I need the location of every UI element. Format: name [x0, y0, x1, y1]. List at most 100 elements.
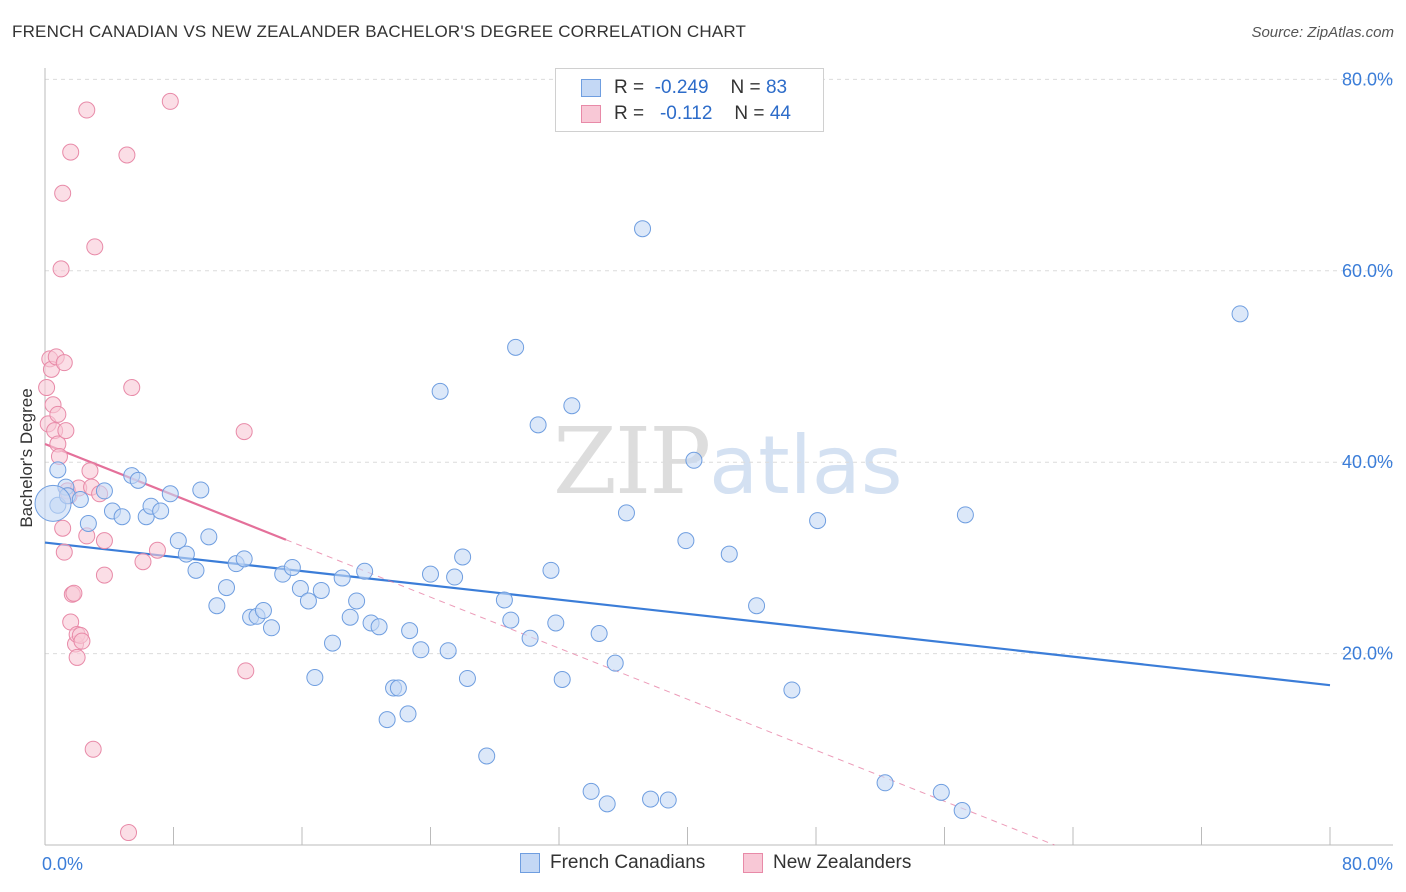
point-french-canadians [71, 491, 89, 509]
point-french-canadians [598, 795, 616, 813]
point-french-canadians [169, 532, 187, 550]
point-new-zealanders [86, 238, 104, 256]
point-new-zealanders [161, 92, 179, 110]
point-french-canadians [389, 679, 407, 697]
legend-n-label: N = [734, 103, 765, 124]
point-french-canadians [177, 545, 195, 563]
point-french-canadians [192, 481, 210, 499]
legend-n-label: N = [730, 77, 761, 98]
point-french-canadians [356, 562, 374, 580]
point-french-canadians [553, 670, 571, 688]
point-french-canadians [113, 508, 131, 526]
point-french-canadians [677, 532, 695, 550]
point-french-canadians [401, 622, 419, 640]
point-new-zealanders [81, 462, 99, 480]
point-new-zealanders [57, 422, 75, 440]
point-french-canadians [333, 569, 351, 587]
legend-r-value: -0.112 [659, 103, 713, 124]
point-new-zealanders [62, 143, 80, 161]
point-french-canadians [446, 568, 464, 586]
point-french-canadians [95, 482, 113, 500]
point-french-canadians [129, 471, 147, 489]
bottom-legend-swatch-blue [520, 853, 540, 873]
point-french-canadians [953, 802, 971, 820]
legend-n-value: 83 [765, 77, 788, 98]
point-new-zealanders [65, 584, 83, 602]
point-new-zealanders [54, 519, 72, 537]
point-new-zealanders [73, 632, 91, 650]
point-new-zealanders [68, 648, 86, 666]
point-french-canadians [378, 711, 396, 729]
point-french-canadians [79, 514, 97, 532]
point-french-canadians [283, 558, 301, 576]
gridlines [45, 78, 1393, 655]
x-tick-label: 80.0% [1342, 854, 1393, 874]
point-french-canadians [659, 791, 677, 809]
point-french-canadians [748, 597, 766, 615]
point-french-canadians [606, 654, 624, 672]
point-french-canadians [439, 642, 457, 660]
point-french-canadians [495, 591, 513, 609]
point-french-canadians [521, 629, 539, 647]
point-new-zealanders [78, 101, 96, 119]
point-french-canadians [529, 416, 547, 434]
point-french-canadians [262, 619, 280, 637]
point-french-canadians [161, 485, 179, 503]
legend-r-value: -0.249 [654, 77, 709, 98]
point-french-canadians [341, 608, 359, 626]
point-new-zealanders [84, 740, 102, 758]
point-french-canadians [399, 705, 417, 723]
bottom-legend-label: New Zealanders [773, 852, 912, 873]
point-french-canadians [152, 502, 170, 520]
point-french-canadians [412, 641, 430, 659]
bottom-legend-french-canadians: French Canadians [520, 852, 705, 874]
point-french-canadians [685, 451, 703, 469]
y-tick-label: 80.0% [1342, 69, 1393, 89]
tick-labels: 20.0% 40.0% 60.0% 80.0% 0.0% 80.0% [42, 69, 1393, 874]
legend-n-value: 44 [769, 103, 791, 124]
point-french-canadians [218, 579, 236, 597]
point-french-canadians [783, 681, 801, 699]
point-new-zealanders [38, 379, 56, 397]
point-new-zealanders [95, 532, 113, 550]
trend-line-french-canadians [44, 541, 1331, 687]
point-new-zealanders [235, 423, 253, 441]
y-tick-label: 40.0% [1342, 452, 1393, 472]
y-tick-label: 20.0% [1342, 644, 1393, 664]
point-new-zealanders [148, 541, 166, 559]
point-french-canadians [370, 618, 388, 636]
point-french-canadians [458, 669, 476, 687]
point-french-canadians [563, 397, 581, 415]
point-new-zealanders [134, 553, 152, 571]
point-new-zealanders [95, 566, 113, 584]
point-french-canadians [542, 561, 560, 579]
point-french-canadians [235, 550, 253, 568]
watermark-zip: ZIP [553, 408, 711, 515]
point-french-canadians [187, 561, 205, 579]
point-french-canadians [642, 790, 660, 808]
point-french-canadians [324, 634, 342, 652]
point-new-zealanders [52, 260, 70, 278]
legend-row-new-zealanders: R = -0.112 N = 44 [581, 102, 791, 126]
point-french-canadians [809, 512, 827, 530]
point-french-canadians [306, 669, 324, 687]
point-french-canadians [49, 461, 67, 479]
watermark: ZIPatlas [553, 408, 903, 515]
point-french-canadians [634, 220, 652, 238]
point-new-zealanders [123, 379, 141, 397]
point-french-canadians [932, 783, 950, 801]
source-label: Source: ZipAtlas.com [1251, 24, 1394, 41]
point-french-canadians [876, 774, 894, 792]
point-new-zealanders [55, 354, 73, 372]
point-french-canadians [312, 581, 330, 599]
point-french-canadians [502, 611, 520, 629]
data-points [34, 92, 1249, 842]
chart-title: FRENCH CANADIAN VS NEW ZEALANDER BACHELO… [12, 22, 747, 41]
point-french-canadians [422, 565, 439, 583]
point-french-canadians [291, 580, 309, 598]
y-tick-label: 60.0% [1342, 261, 1393, 281]
point-french-canadians [34, 484, 72, 522]
legend-swatch-blue [581, 79, 601, 97]
point-french-canadians [1231, 305, 1249, 323]
